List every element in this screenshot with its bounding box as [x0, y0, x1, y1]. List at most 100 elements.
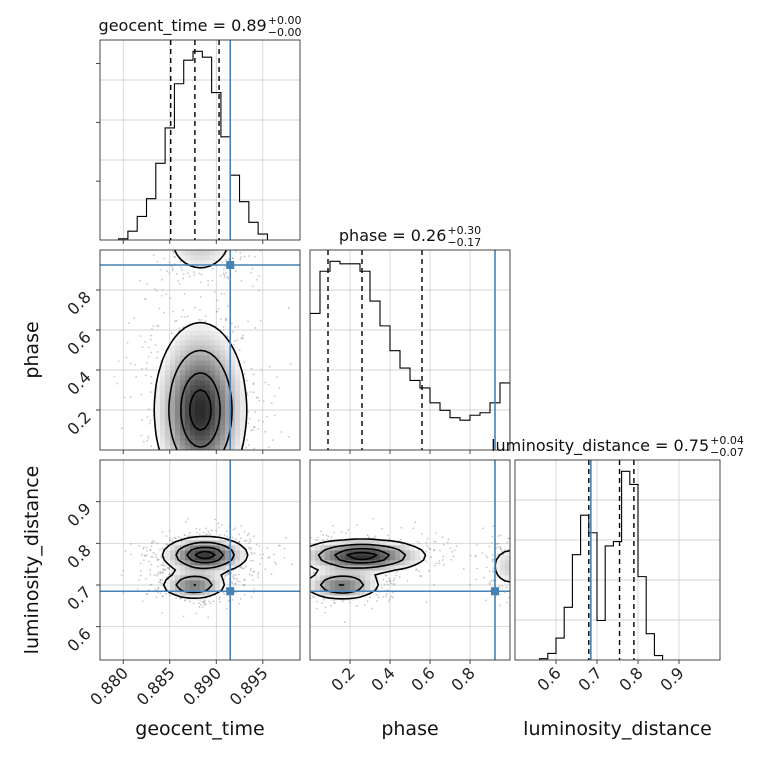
density-cell: [170, 410, 176, 416]
density-cell: [220, 580, 226, 586]
density-cell: [185, 260, 191, 266]
density-cell: [240, 415, 246, 421]
sample-point: [169, 297, 172, 299]
density-cell: [175, 425, 181, 431]
axes-frame: [309, 459, 511, 661]
sample-point: [240, 525, 243, 527]
density-cell: [185, 335, 191, 341]
density-cell: [200, 340, 206, 346]
density-cell: [215, 350, 221, 356]
density-cell: [175, 420, 181, 426]
sample-point: [148, 560, 150, 563]
density-cell: [365, 545, 371, 551]
density-cell: [175, 380, 181, 386]
sample-point: [201, 601, 204, 604]
density-cell: [325, 555, 331, 561]
sample-point: [452, 555, 455, 558]
density-cell: [155, 385, 161, 391]
density-cell: [175, 540, 181, 546]
sample-point: [147, 356, 150, 358]
sample-point: [259, 319, 262, 322]
sample-point: [209, 602, 212, 605]
sample-point: [484, 554, 487, 557]
sample-point: [375, 600, 378, 602]
sample-point: [161, 595, 164, 597]
density-cell: [315, 585, 321, 591]
sample-point: [303, 589, 305, 591]
density-cell: [205, 260, 211, 266]
sample-point: [304, 603, 306, 605]
density-cell: [215, 565, 221, 571]
density-cell: [175, 590, 181, 596]
density-cell: [185, 325, 191, 331]
sample-point: [499, 548, 502, 550]
density-cell: [165, 420, 171, 426]
sample-point: [139, 562, 142, 565]
density-cell: [380, 540, 386, 546]
sample-point: [251, 552, 254, 555]
density-cell: [240, 390, 246, 396]
density-cell: [365, 540, 371, 546]
density-cell: [230, 390, 236, 396]
sample-point: [152, 254, 155, 257]
sample-point: [182, 615, 185, 618]
density-cell: [190, 255, 196, 261]
density-cell: [230, 400, 236, 406]
xtick-label: 0.890: [179, 663, 225, 709]
density-cell: [340, 555, 346, 561]
density-cell: [180, 435, 186, 441]
density-cell: [340, 560, 346, 566]
density-cell: [235, 400, 241, 406]
density-cell: [335, 595, 341, 601]
density-cell: [235, 370, 241, 376]
density-cell: [195, 375, 201, 381]
density-cell: [185, 540, 191, 546]
sample-point: [398, 576, 401, 578]
sample-point: [382, 595, 384, 598]
sample-point: [476, 567, 479, 570]
sample-point: [218, 600, 221, 603]
hist-panel-geocent_time: [96, 39, 301, 244]
contour-level-2: [334, 548, 390, 586]
sample-point: [255, 543, 258, 546]
density-cell: [505, 560, 510, 566]
hist-step-geocent_time: [118, 50, 268, 240]
density-cell: [210, 370, 216, 376]
density-cell: [210, 560, 216, 566]
density-cell: [200, 425, 206, 431]
density-cell: [195, 585, 201, 591]
density-cell: [210, 585, 216, 591]
sample-point: [180, 537, 183, 539]
density-cell: [230, 350, 236, 356]
density-cell: [160, 420, 166, 426]
sample-point: [418, 542, 421, 545]
sample-point: [355, 605, 358, 607]
density-cell: [210, 325, 216, 331]
density-cell: [180, 410, 186, 416]
density-cell: [240, 380, 246, 386]
density-cell: [205, 375, 211, 381]
axes-frame: [514, 459, 721, 661]
sample-point: [257, 289, 260, 292]
density-cell: [215, 370, 221, 376]
density-cell: [400, 555, 406, 561]
sample-point: [506, 541, 509, 544]
sample-point: [199, 309, 201, 312]
sample-point: [156, 260, 159, 263]
density-cell: [350, 580, 356, 586]
density-cell: [160, 370, 166, 376]
sample-point: [273, 395, 276, 398]
sample-point: [306, 552, 308, 554]
density-cell: [225, 400, 231, 406]
density-cell: [155, 425, 161, 431]
sample-point: [169, 246, 171, 248]
sample-point: [223, 293, 226, 296]
sample-point: [385, 593, 388, 596]
sample-point: [243, 540, 246, 542]
sample-point: [340, 531, 343, 533]
density-cell: [165, 580, 171, 586]
density-cell: [235, 430, 241, 436]
sample-point: [512, 582, 514, 584]
density-cell: [205, 445, 211, 450]
sample-point: [414, 521, 417, 524]
